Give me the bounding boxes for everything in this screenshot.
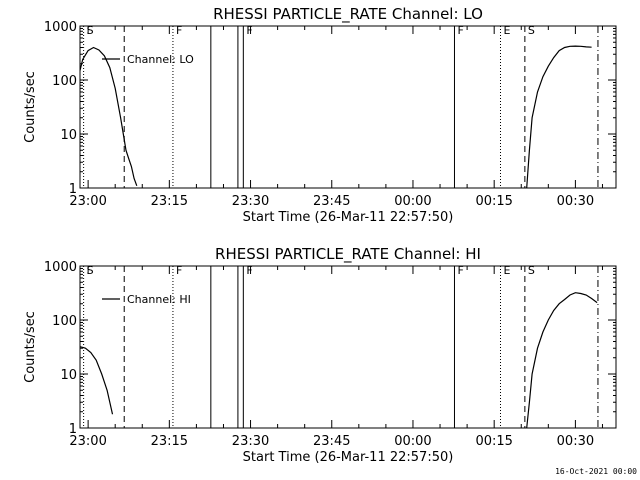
y-tick-label: 10 bbox=[60, 128, 77, 143]
event-marker-label: S bbox=[528, 24, 535, 37]
event-marker-label: S bbox=[528, 264, 535, 277]
series-line bbox=[79, 346, 114, 415]
y-tick-label: 10 bbox=[60, 368, 77, 383]
chart-title: RHESSI PARTICLE_RATE Channel: HI bbox=[215, 245, 481, 264]
y-axis-label: Counts/sec bbox=[23, 71, 38, 143]
event-marker-label: F bbox=[176, 24, 182, 37]
legend-entry: Channel: HI bbox=[127, 293, 191, 306]
panel-0: RHESSI PARTICLE_RATE Channel: LO Start Ti… bbox=[23, 5, 617, 225]
x-tick-label: 00:30 bbox=[557, 194, 594, 209]
x-tick-label: 00:15 bbox=[475, 194, 512, 209]
x-tick-label: 00:15 bbox=[475, 434, 512, 449]
plot-frame bbox=[79, 265, 617, 429]
x-tick-label: 00:00 bbox=[394, 434, 431, 449]
y-tick-label: 100 bbox=[52, 314, 77, 329]
y-tick-label: 1 bbox=[69, 182, 77, 197]
y-tick-label: 100 bbox=[52, 74, 77, 89]
event-marker-label: E bbox=[503, 24, 510, 37]
series-line bbox=[526, 292, 598, 429]
y-tick-label: 1 bbox=[69, 422, 77, 437]
event-marker-label: S bbox=[87, 264, 94, 277]
x-tick-label: 23:30 bbox=[232, 434, 269, 449]
series-line bbox=[79, 46, 138, 187]
event-marker-label: F bbox=[246, 24, 252, 37]
x-tick-label: 23:15 bbox=[151, 194, 188, 209]
event-marker-label: S bbox=[87, 24, 94, 37]
y-tick-label: 1000 bbox=[44, 20, 77, 35]
event-marker-label: F bbox=[176, 264, 182, 277]
x-tick-label: 23:15 bbox=[151, 434, 188, 449]
x-tick-label: 23:45 bbox=[313, 434, 350, 449]
x-axis-label: Start Time (26-Mar-11 22:57:50) bbox=[243, 450, 454, 465]
x-tick-label: 00:30 bbox=[557, 434, 594, 449]
x-tick-label: 23:00 bbox=[69, 194, 106, 209]
x-tick-label: 23:00 bbox=[69, 434, 106, 449]
legend-entry: Channel: LO bbox=[127, 53, 194, 66]
y-tick-label: 1000 bbox=[44, 260, 77, 275]
x-tick-label: 23:30 bbox=[232, 194, 269, 209]
x-tick-label: 23:45 bbox=[313, 194, 350, 209]
date-stamp: 16-Oct-2021 00:00 bbox=[555, 467, 637, 476]
y-axis-label: Counts/sec bbox=[23, 311, 38, 383]
event-marker-label: F bbox=[246, 264, 252, 277]
panel-1: RHESSI PARTICLE_RATE Channel: HI Start Ti… bbox=[23, 245, 617, 465]
x-axis-label: Start Time (26-Mar-11 22:57:50) bbox=[243, 210, 454, 225]
x-tick-label: 00:00 bbox=[394, 194, 431, 209]
series-line bbox=[526, 45, 592, 189]
event-marker-label: F bbox=[457, 264, 463, 277]
event-marker-label: F bbox=[457, 24, 463, 37]
plot-frame bbox=[79, 25, 617, 189]
event-marker-label: E bbox=[503, 264, 510, 277]
chart-title: RHESSI PARTICLE_RATE Channel: LO bbox=[213, 5, 483, 24]
